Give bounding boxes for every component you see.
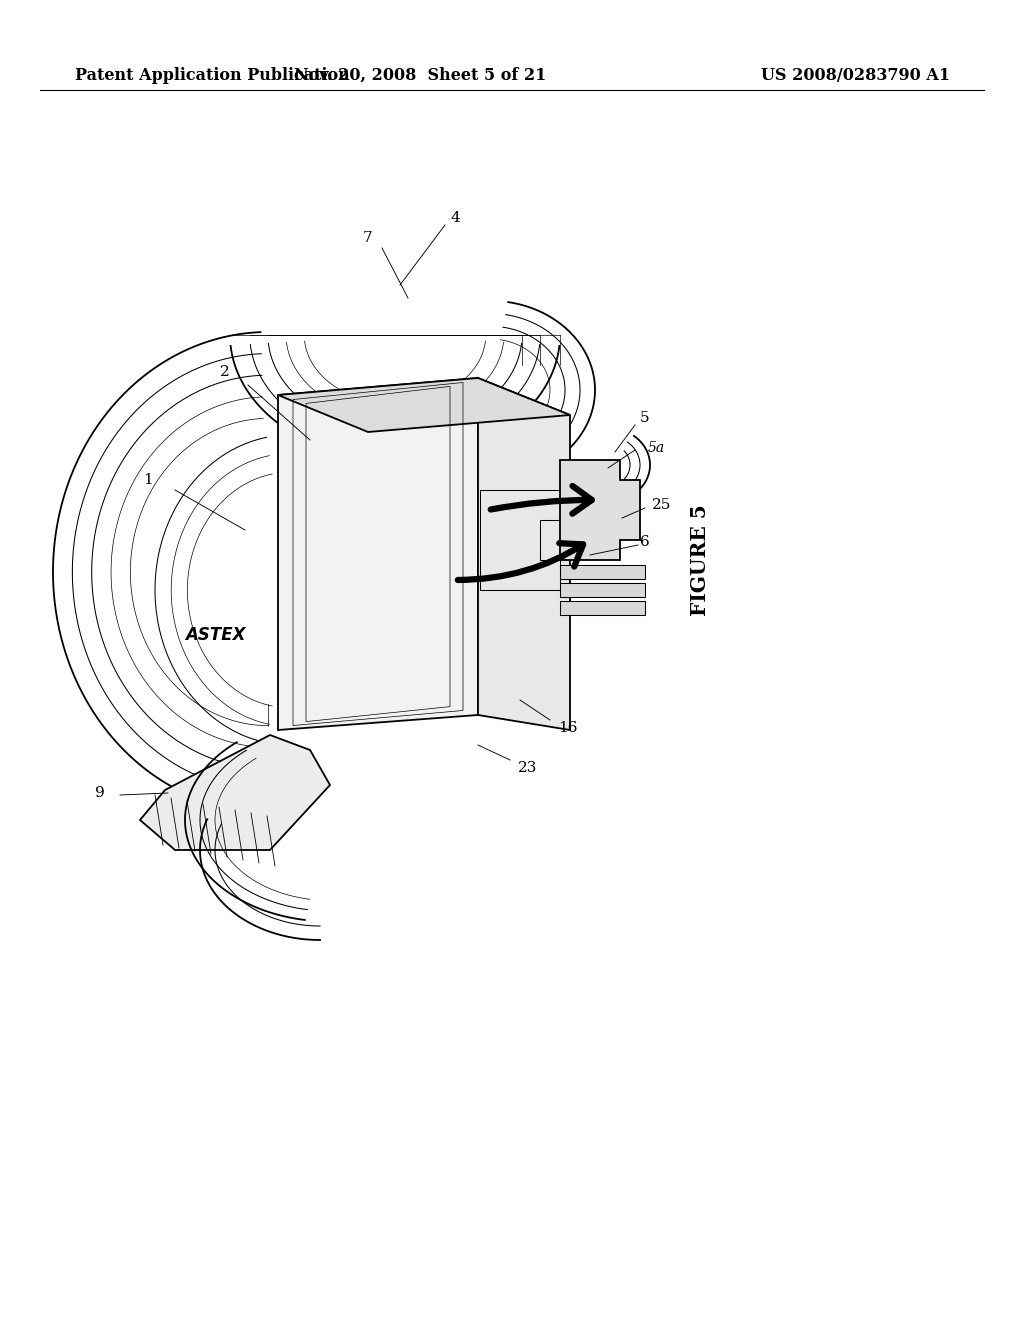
Polygon shape (480, 490, 560, 590)
Text: Patent Application Publication: Patent Application Publication (75, 66, 350, 83)
Polygon shape (278, 378, 478, 730)
Polygon shape (140, 735, 330, 850)
FancyArrowPatch shape (490, 486, 592, 513)
Polygon shape (478, 378, 570, 730)
Text: 23: 23 (518, 762, 538, 775)
Polygon shape (278, 378, 570, 432)
Text: 5a: 5a (648, 441, 666, 455)
FancyArrowPatch shape (458, 544, 583, 579)
FancyBboxPatch shape (560, 583, 645, 597)
Text: Nov. 20, 2008  Sheet 5 of 21: Nov. 20, 2008 Sheet 5 of 21 (294, 66, 546, 83)
FancyBboxPatch shape (560, 601, 645, 615)
Text: 5: 5 (640, 411, 650, 425)
Text: 2: 2 (220, 366, 229, 379)
Text: ASTEX: ASTEX (184, 626, 246, 644)
FancyBboxPatch shape (560, 565, 645, 579)
Text: US 2008/0283790 A1: US 2008/0283790 A1 (761, 66, 950, 83)
Text: 4: 4 (451, 211, 460, 224)
Text: 16: 16 (558, 721, 578, 735)
Text: 7: 7 (364, 231, 373, 246)
Text: 6: 6 (640, 535, 650, 549)
Text: 25: 25 (652, 498, 672, 512)
Text: 9: 9 (95, 785, 104, 800)
Text: FIGURE 5: FIGURE 5 (690, 504, 710, 616)
Polygon shape (560, 459, 640, 560)
Text: 1: 1 (143, 473, 153, 487)
